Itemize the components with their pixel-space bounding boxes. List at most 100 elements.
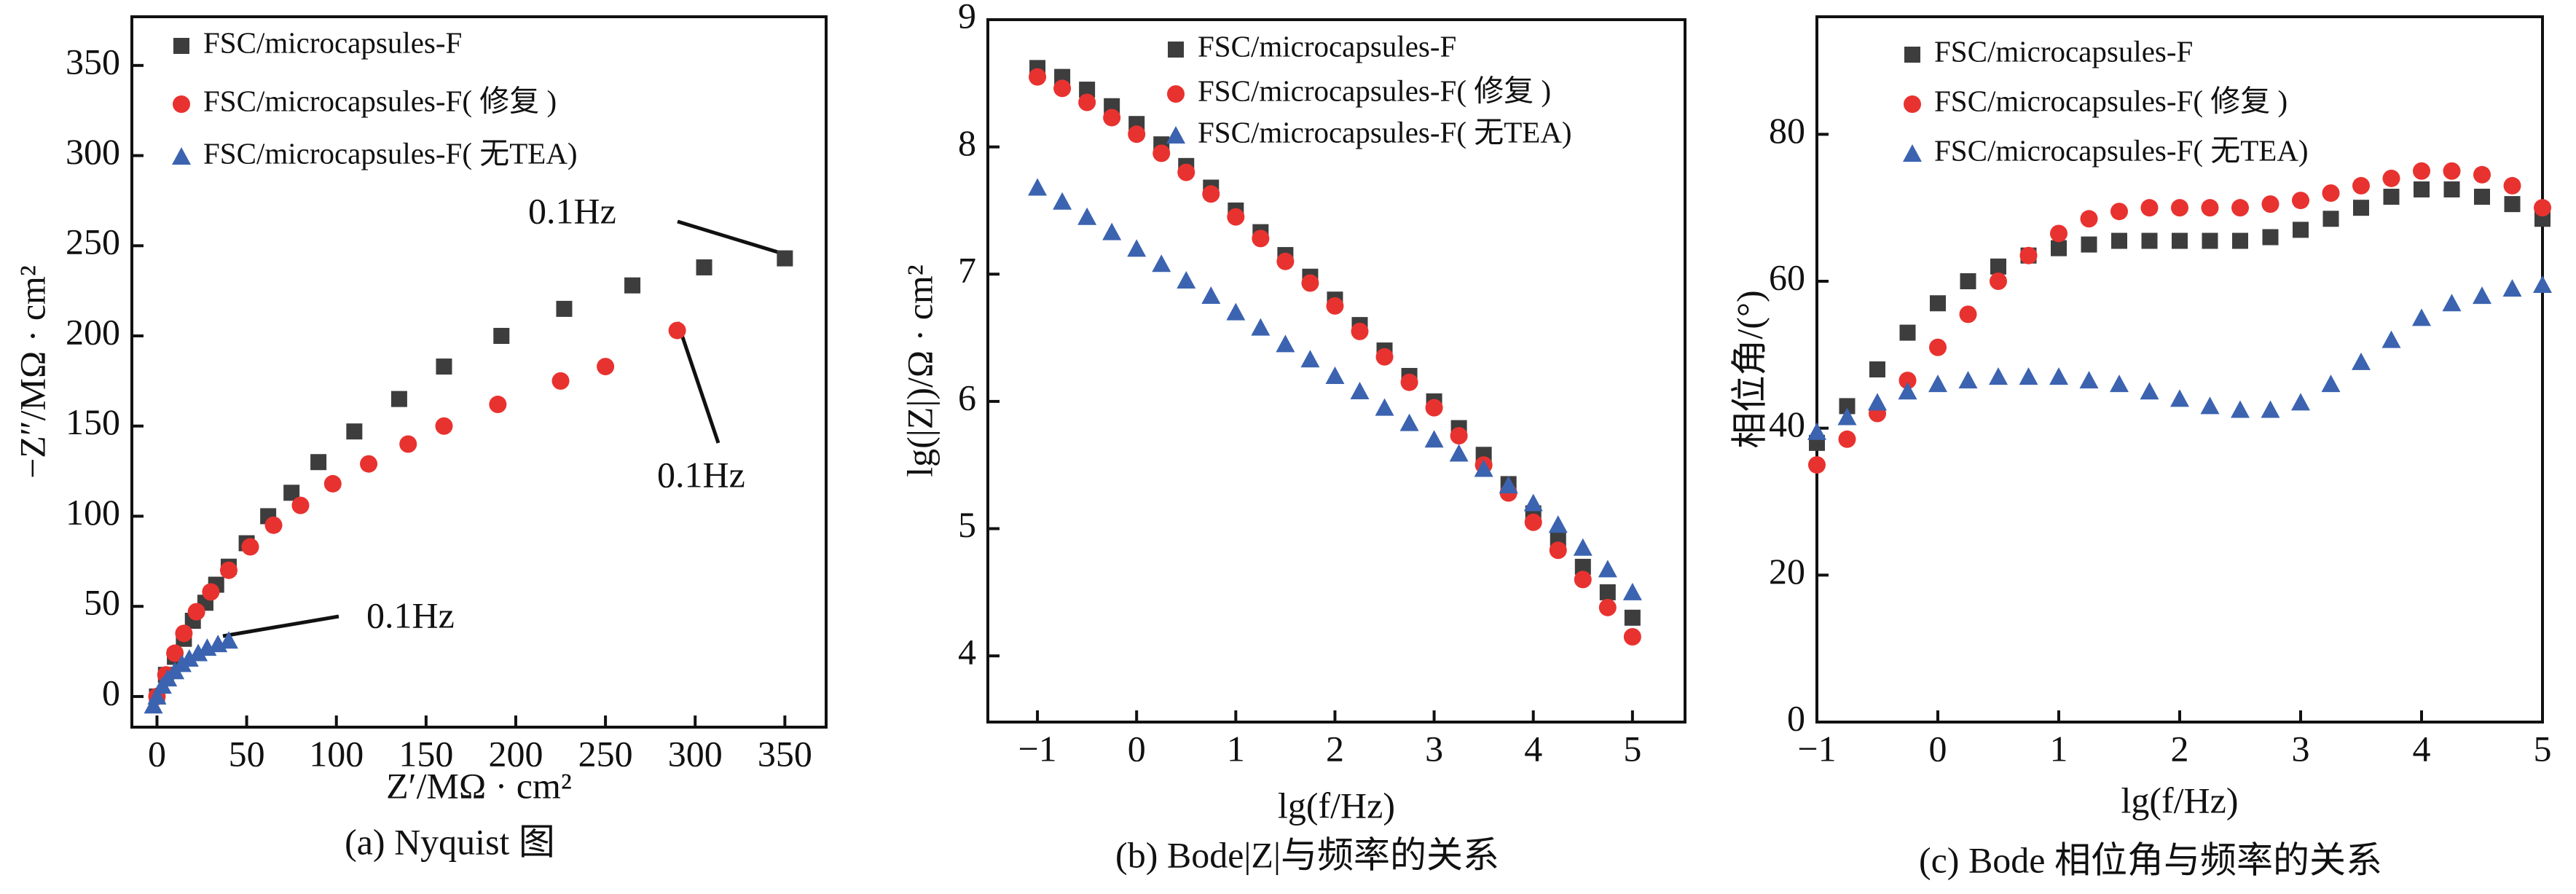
x-tick-label: 300 [668, 733, 723, 774]
legend-marker [1167, 85, 1185, 103]
plot-frame [1815, 15, 2544, 724]
marker-circle [435, 417, 453, 435]
caption: (a) Nyquist 图 [345, 821, 555, 862]
marker-circle [2080, 210, 2098, 228]
y-tick-label: 5 [958, 504, 976, 545]
marker-square [2172, 232, 2188, 249]
marker-square [2202, 232, 2218, 249]
marker-triangle [1300, 350, 1320, 368]
marker-circle [2050, 224, 2068, 243]
x-tick-label: 100 [309, 733, 364, 774]
legend-label: FSC/microcapsules-F [203, 26, 462, 59]
marker-circle [202, 583, 220, 601]
marker-triangle [1399, 413, 1419, 431]
y-tick-label: 0 [1787, 697, 1805, 738]
marker-square [2353, 200, 2369, 216]
marker-square [696, 259, 712, 275]
marker-square [2474, 189, 2490, 205]
plot-frame [986, 18, 1686, 724]
x-tick-label: 5 [2534, 728, 2552, 769]
marker-square [2504, 196, 2521, 213]
x-tick-label: 2 [2171, 728, 2189, 769]
marker-square [777, 250, 793, 267]
marker-circle [2503, 176, 2521, 195]
x-tick-label: 1 [2050, 728, 2068, 769]
marker-square [2111, 232, 2127, 249]
y-tick-label: 8 [958, 122, 976, 163]
marker-circle [1549, 541, 1567, 560]
marker-triangle [1325, 366, 1345, 384]
legend-marker [1166, 126, 1185, 144]
marker-square [2293, 221, 2309, 238]
marker-circle [1301, 274, 1319, 292]
marker-circle [1326, 297, 1344, 315]
marker-triangle [1177, 271, 1196, 289]
annotation: 0.1Hz [657, 454, 745, 495]
marker-circle [1838, 430, 1856, 448]
marker-circle [1227, 208, 1245, 226]
marker-triangle [1127, 239, 1147, 257]
x-tick-label: 350 [758, 733, 812, 774]
marker-circle [2292, 192, 2309, 210]
y-tick-label: 60 [1769, 256, 1805, 297]
marker-triangle [1573, 538, 1593, 556]
marker-circle [1029, 68, 1047, 86]
marker-triangle [1499, 476, 1518, 494]
marker-circle [1053, 79, 1072, 98]
y-tick-label: 4 [958, 632, 976, 673]
marker-triangle [2261, 400, 2280, 418]
y-tick-label: 150 [66, 401, 120, 442]
marker-square [2322, 211, 2339, 227]
y-tick-label: 80 [1769, 110, 1805, 151]
marker-circle [1276, 252, 1295, 270]
marker-triangle [1958, 371, 1978, 389]
legend-label: FSC/microcapsules-F [1198, 29, 1456, 63]
x-tick-label: 1 [1227, 728, 1245, 769]
x-tick-label: −1 [1797, 728, 1836, 769]
marker-circle [1252, 230, 1270, 248]
y-tick-label: 20 [1769, 551, 1805, 592]
marker-square [493, 328, 510, 345]
marker-circle [1202, 185, 1220, 203]
legend-marker [1903, 144, 1922, 162]
x-tick-label: 150 [398, 733, 453, 774]
marker-triangle [2321, 375, 2341, 393]
marker-circle [2201, 199, 2219, 217]
marker-triangle [1276, 334, 1295, 353]
marker-triangle [1152, 254, 1171, 272]
marker-circle [2322, 184, 2340, 202]
marker-triangle [1053, 192, 1072, 210]
marker-circle [668, 321, 686, 340]
marker-circle [489, 396, 507, 414]
annotation-line [677, 219, 790, 258]
marker-circle [399, 435, 417, 453]
x-axis-label: lg(f/Hz) [1278, 785, 1395, 826]
marker-triangle [1102, 222, 1122, 240]
marker-circle [1623, 627, 1641, 646]
x-tick-label: 5 [1623, 728, 1641, 769]
marker-triangle [1837, 407, 1857, 426]
marker-triangle [1375, 398, 1394, 416]
marker-triangle [1548, 515, 1568, 533]
annotation: 0.1Hz [366, 595, 455, 635]
y-axis-label: lg(|Z|)/Ω · cm² [899, 264, 940, 477]
marker-circle [219, 561, 237, 579]
marker-circle [551, 372, 570, 390]
marker-square [624, 277, 641, 294]
marker-triangle [189, 643, 208, 662]
marker-circle [1990, 272, 2007, 290]
marker-triangle [179, 648, 199, 667]
marker-circle [2473, 165, 2491, 184]
marker-square [2051, 240, 2067, 256]
marker-triangle [2079, 371, 2099, 389]
marker-triangle [1898, 382, 1917, 400]
marker-triangle [1474, 459, 1493, 477]
marker-square [390, 391, 407, 407]
marker-circle [1177, 163, 1195, 181]
marker-triangle [1928, 375, 1947, 393]
marker-circle [1808, 456, 1826, 474]
marker-circle [1959, 305, 1977, 324]
x-tick-label: 250 [578, 733, 633, 774]
x-tick-label: −1 [1018, 728, 1056, 769]
marker-circle [1078, 93, 1096, 111]
